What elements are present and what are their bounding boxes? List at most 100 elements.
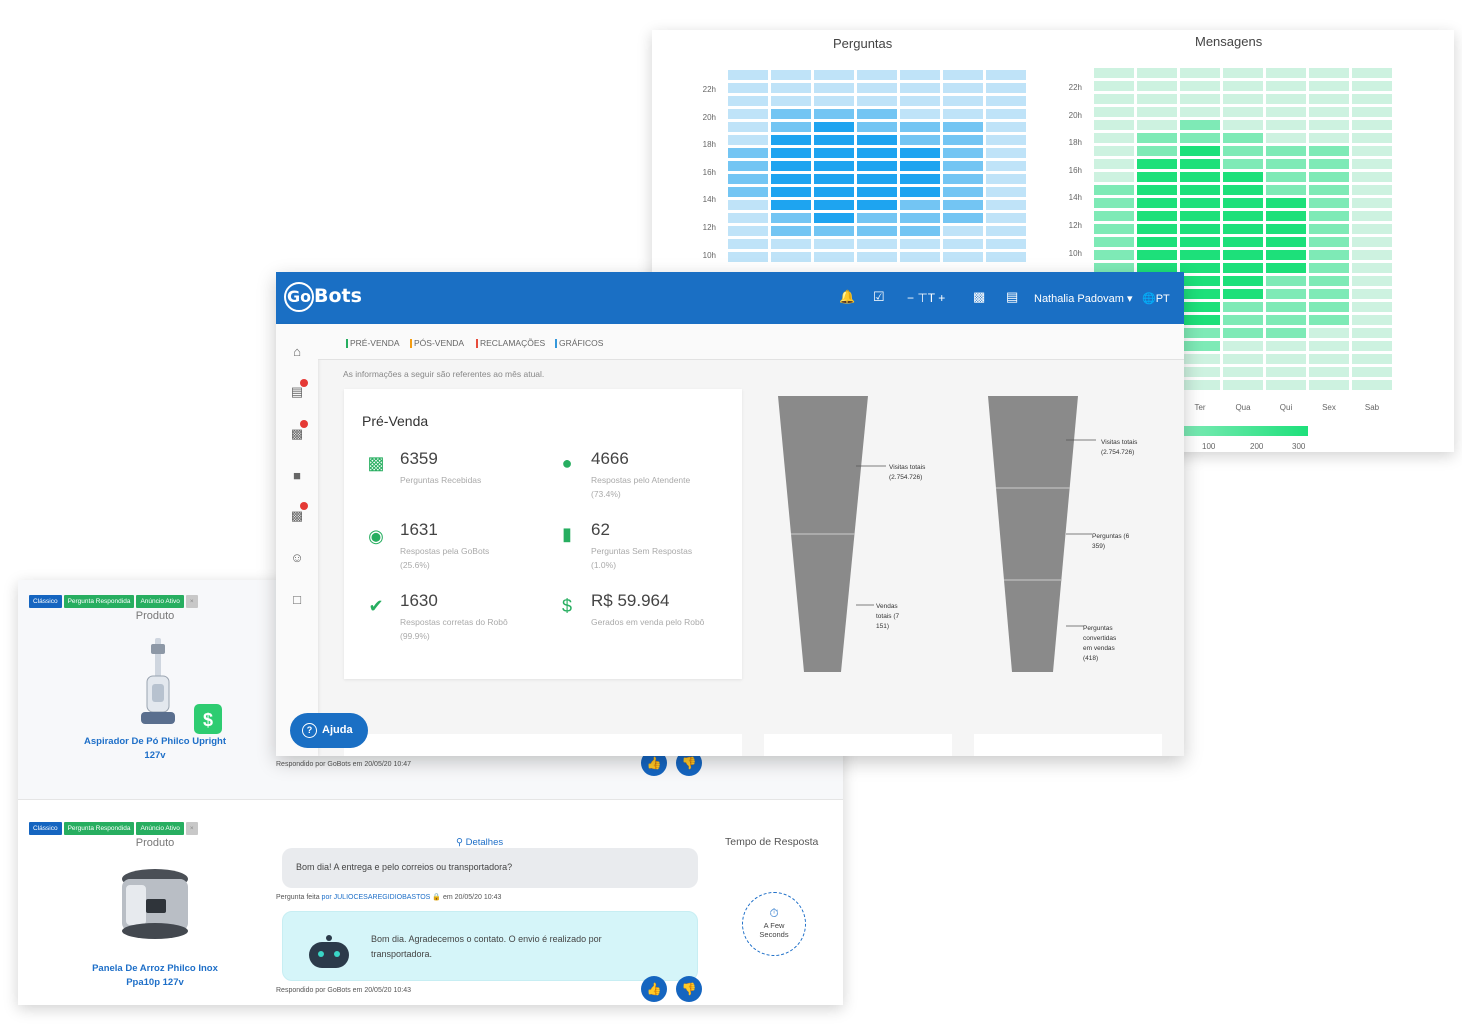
heatmap-cell	[943, 122, 983, 132]
heatmap-cell	[1223, 328, 1263, 338]
heatmap-cell	[1180, 276, 1220, 286]
funnel-label-line: Visitas totais	[889, 464, 926, 471]
heatmap-cell	[771, 148, 811, 158]
messages-icon[interactable]: ▩	[290, 426, 304, 441]
heatmap-y-label: 18h	[1068, 138, 1082, 148]
heatmap-cell	[1266, 315, 1306, 325]
heatmap-cell	[1180, 250, 1220, 260]
response-time-value: A Few Seconds	[759, 921, 789, 939]
tag-close-icon[interactable]: ×	[185, 822, 198, 835]
complaints-icon[interactable]: ▩	[290, 508, 304, 523]
tab-reclamacoes[interactable]: RECLAMAÇÕES	[476, 338, 545, 348]
heatmap-cell	[1137, 81, 1177, 91]
tag-pergunta-respondida[interactable]: Pergunta Respondida	[63, 822, 135, 835]
vacuum-product-image[interactable]	[133, 636, 183, 731]
heatmap-cell	[814, 122, 854, 132]
tag-anuncio-ativo[interactable]: Anúncio Ativo	[136, 595, 184, 608]
reports-icon[interactable]: ■	[293, 468, 301, 483]
heatmap-y-label: 20h	[702, 112, 716, 122]
funnel-label-line: Vendas	[876, 603, 898, 610]
heatmap-cell	[1266, 367, 1306, 377]
heatmap-cell	[943, 83, 983, 93]
question-user-link[interactable]: JULIOCESAREGIDIOBASTOS	[333, 894, 431, 901]
heatmap-cell	[943, 148, 983, 158]
answered-by-meta: Respondido por GoBots em 20/05/20 10:47	[276, 761, 412, 768]
logo-mark: Go	[284, 282, 314, 312]
language-selector[interactable]: 🌐PT	[1142, 292, 1170, 305]
thumbs-down-icon[interactable]: 👎	[676, 976, 702, 1002]
heatmap-cell	[986, 122, 1026, 132]
heatmap-x-label: Sab	[1364, 403, 1380, 412]
thumbs-up-icon[interactable]: 👍	[641, 976, 667, 1002]
user-check-icon[interactable]: ☺	[290, 550, 304, 565]
heatmap-cell	[728, 70, 768, 80]
rice-cooker-product-image[interactable]	[116, 865, 194, 945]
product-name-link[interactable]: Aspirador De Pó Philco Upright 127v	[84, 736, 226, 761]
heatmap-legend-bar	[1182, 426, 1308, 436]
heatmap-cell	[1223, 263, 1263, 273]
store-icon[interactable]: ▤	[1006, 289, 1019, 304]
notification-badge	[300, 379, 308, 387]
funnel-label-line: (2.754.726)	[889, 474, 923, 481]
home-icon[interactable]: ⌂	[293, 344, 301, 359]
heatmap-cell	[1352, 315, 1392, 325]
heatmap-cell	[771, 83, 811, 93]
tag-classico[interactable]: Clássico	[29, 822, 62, 835]
heatmap-cell	[1352, 341, 1392, 351]
heatmap-cell	[986, 200, 1026, 210]
details-link[interactable]: ⚲ Detalhes	[456, 837, 503, 848]
heatmap-cell	[1352, 146, 1392, 156]
heatmap-cell	[900, 187, 940, 197]
bell-icon[interactable]: 🔔	[839, 289, 856, 304]
clipboard-check-icon[interactable]: ☑	[873, 289, 885, 304]
tag-pergunta-respondida[interactable]: Pergunta Respondida	[63, 595, 135, 608]
user-menu[interactable]: Nathalia Padovam ▾	[1034, 293, 1133, 305]
heatmap-cell	[900, 148, 940, 158]
heatmap-cell	[1137, 211, 1177, 221]
font-size-control[interactable]: − ⊤T +	[907, 291, 946, 305]
heatmap-cell	[1352, 354, 1392, 364]
heatmap-cell	[771, 200, 811, 210]
heatmap-cell	[728, 135, 768, 145]
tag-classico[interactable]: Clássico	[29, 595, 62, 608]
heatmap-cell	[1180, 81, 1220, 91]
gobots-logo[interactable]: Go Bots	[284, 282, 362, 314]
heatmap-cell	[857, 122, 897, 132]
heatmap-cell	[1094, 107, 1134, 117]
heatmap-cell	[900, 161, 940, 171]
tag-anuncio-ativo[interactable]: Anúncio Ativo	[136, 822, 184, 835]
heatmap-cell	[1352, 198, 1392, 208]
heatmap-cell	[1223, 198, 1263, 208]
help-button[interactable]: ? Ajuda	[290, 713, 368, 748]
money-bag-icon: $	[561, 596, 572, 616]
heatmap-cell	[1223, 159, 1263, 169]
heatmap-cell	[986, 239, 1026, 249]
heatmap-cell	[728, 109, 768, 119]
heatmap-cell	[1266, 380, 1306, 390]
heatmap-cell	[1180, 341, 1220, 351]
heatmap-cell	[771, 96, 811, 106]
heatmap-cell	[1137, 198, 1177, 208]
document-icon[interactable]: □	[293, 592, 301, 607]
tag-close-icon[interactable]: ×	[185, 595, 198, 608]
heatmap-cell	[1180, 328, 1220, 338]
questions-icon[interactable]: ▤	[290, 384, 304, 399]
heatmap-cell	[943, 96, 983, 106]
product-name-link[interactable]: Panela De Arroz Philco Inox Ppa10p 127v	[92, 963, 218, 988]
tab-graficos[interactable]: GRÁFICOS	[555, 338, 603, 348]
heatmap-cell	[1309, 315, 1349, 325]
chat-icon[interactable]: ▩	[973, 289, 986, 304]
question-meta-by: por	[321, 894, 332, 901]
tab-pos-venda[interactable]: PÓS-VENDA	[410, 338, 464, 348]
heatmap-cell	[1309, 302, 1349, 312]
heatmap-cell	[1180, 302, 1220, 312]
heatmap-cell	[1223, 250, 1263, 260]
tab-pre-venda[interactable]: PRÉ-VENDA	[346, 338, 400, 348]
stat-value: 1631	[400, 520, 438, 539]
heatmap-cell	[1309, 211, 1349, 221]
heatmap-cell	[943, 135, 983, 145]
heatmap-cell	[1309, 185, 1349, 195]
heatmap-cell	[943, 161, 983, 171]
person-icon: ●	[561, 453, 573, 473]
funnel-label-line: 151)	[876, 623, 890, 630]
